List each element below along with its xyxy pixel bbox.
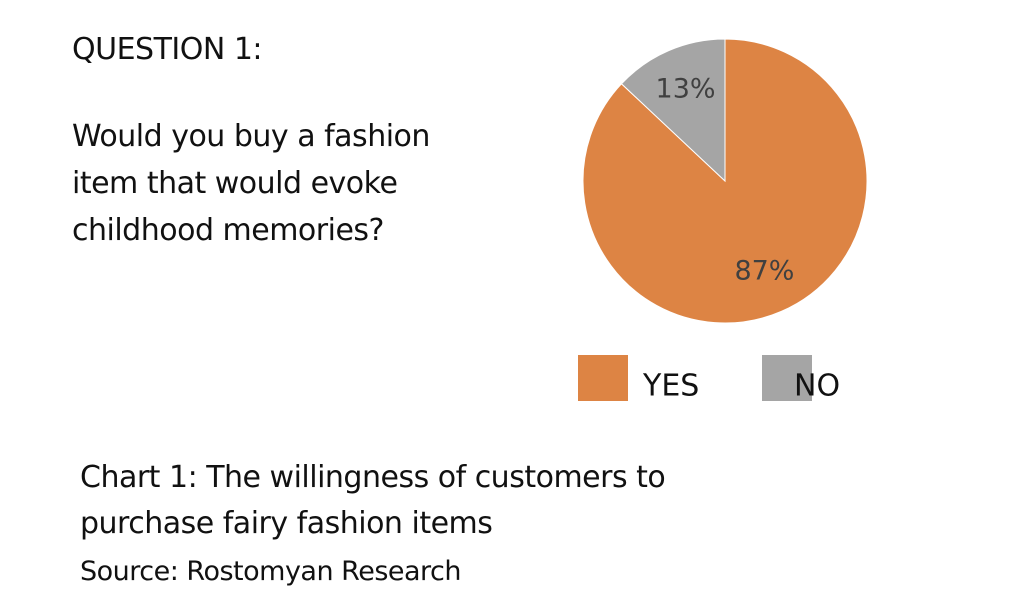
legend-swatch [578, 355, 628, 401]
pie-slice [620, 38, 726, 183]
source: Source: Rostomyan Research [80, 556, 462, 587]
question: Would you buy a fashion item that would … [72, 119, 430, 248]
heading: QUESTION 1: [72, 32, 263, 67]
legend-swatch [762, 355, 812, 401]
legend-label: YES [642, 369, 699, 404]
legend-label: NO [794, 369, 840, 404]
pie-slice [582, 38, 868, 324]
slice-label: 87% [734, 256, 794, 287]
caption: Chart 1: The willingness of customers to… [80, 460, 666, 541]
slice-label: 13% [656, 73, 716, 104]
